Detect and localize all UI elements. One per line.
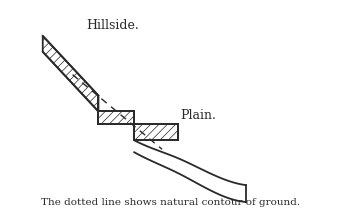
Polygon shape: [43, 36, 98, 111]
Polygon shape: [98, 96, 134, 124]
Text: The dotted line shows natural contour of ground.: The dotted line shows natural contour of…: [41, 198, 300, 207]
Text: Hillside.: Hillside.: [86, 19, 139, 32]
Polygon shape: [134, 111, 178, 140]
Polygon shape: [134, 140, 246, 202]
Text: Plain.: Plain.: [180, 109, 216, 122]
